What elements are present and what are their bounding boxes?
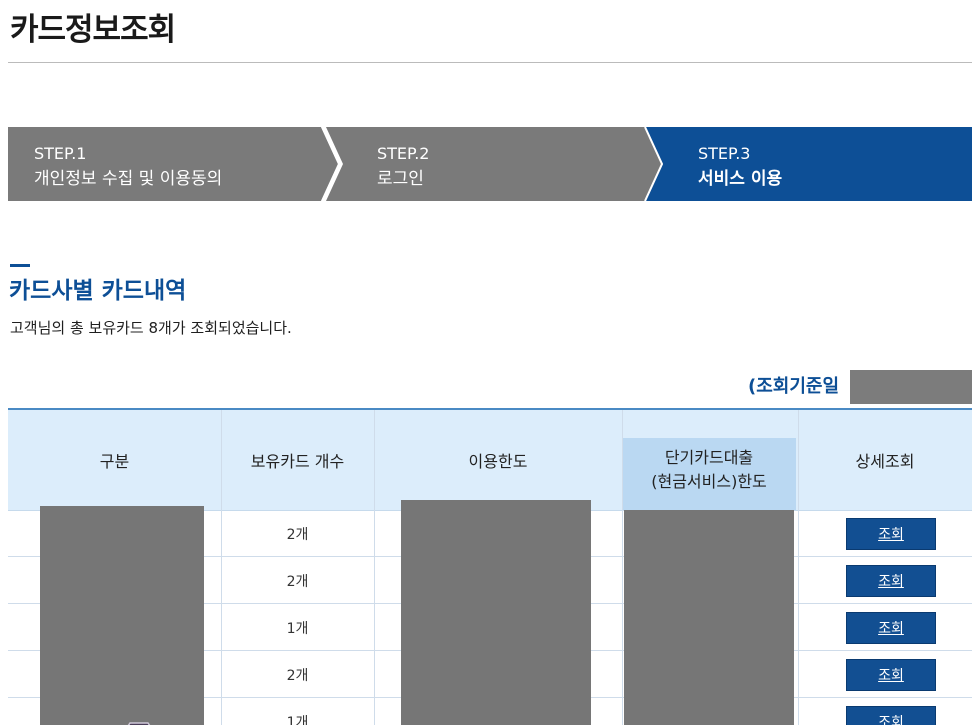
table-header: 구분 보유카드 개수 이용한도 단기카드대출 (현금서비스)한도 상세조회	[8, 410, 972, 511]
header-category: 구분	[99, 452, 130, 471]
card-count-cell: 2개	[286, 574, 309, 590]
step-1: STEP.1 개인정보 수집 및 이용동의	[8, 127, 338, 201]
step-3: STEP.3 서비스 이용	[646, 127, 972, 201]
step-1-number: STEP.1	[34, 144, 87, 163]
detail-button[interactable]: 조회	[846, 565, 936, 597]
detail-button[interactable]: 조회	[846, 518, 936, 550]
step-indicator: STEP.1 개인정보 수집 및 이용동의 STEP.2 로그인 STEP.3 …	[8, 127, 972, 201]
chevron-right-icon	[644, 127, 663, 201]
header-cash-service-line1: 단기카드대출	[664, 448, 754, 467]
header-detail: 상세조회	[855, 452, 915, 471]
step-2-label: 로그인	[377, 169, 424, 189]
section-title: 카드사별 카드내역	[9, 278, 187, 304]
column-divider	[221, 410, 222, 725]
chevron-right-icon	[321, 127, 340, 201]
card-count-cell: 2개	[286, 527, 309, 543]
title-divider	[8, 62, 972, 63]
redacted-card-company	[40, 506, 204, 725]
header-highlight-cell	[622, 438, 796, 510]
reference-date-label: (조회기준일	[748, 376, 840, 397]
redacted-cash-service-limit	[624, 510, 794, 725]
redacted-reference-date	[850, 370, 972, 404]
header-cash-service-limit: 단기카드대출 (현금서비스)한도	[622, 446, 796, 510]
step-2-number: STEP.2	[377, 144, 430, 163]
column-divider	[374, 410, 375, 725]
detail-button[interactable]: 조회	[846, 612, 936, 644]
card-company-logo-icon	[127, 722, 151, 725]
header-card-count: 보유카드 개수	[250, 452, 345, 471]
step-1-label: 개인정보 수집 및 이용동의	[34, 169, 223, 189]
header-usage-limit: 이용한도	[468, 452, 528, 471]
detail-button[interactable]: 조회	[846, 706, 936, 725]
card-count-cell: 1개	[286, 621, 309, 637]
step-3-label: 서비스 이용	[698, 169, 783, 189]
step-2: STEP.2 로그인	[326, 127, 666, 201]
section-description: 고객님의 총 보유카드 8개가 조회되었습니다.	[10, 319, 292, 337]
section-marker	[10, 264, 30, 267]
redacted-usage-limit	[401, 500, 591, 725]
card-table: 구분 보유카드 개수 이용한도 단기카드대출 (현금서비스)한도 상세조회 2개…	[8, 408, 972, 725]
card-count-cell: 1개	[286, 715, 309, 725]
card-count-cell: 2개	[286, 668, 309, 684]
step-3-number: STEP.3	[698, 144, 751, 163]
detail-button[interactable]: 조회	[846, 659, 936, 691]
header-cash-service-line2: (현금서비스)한도	[651, 472, 767, 491]
column-divider	[798, 410, 799, 725]
page-title: 카드정보조회	[10, 12, 176, 48]
column-divider	[622, 410, 623, 725]
